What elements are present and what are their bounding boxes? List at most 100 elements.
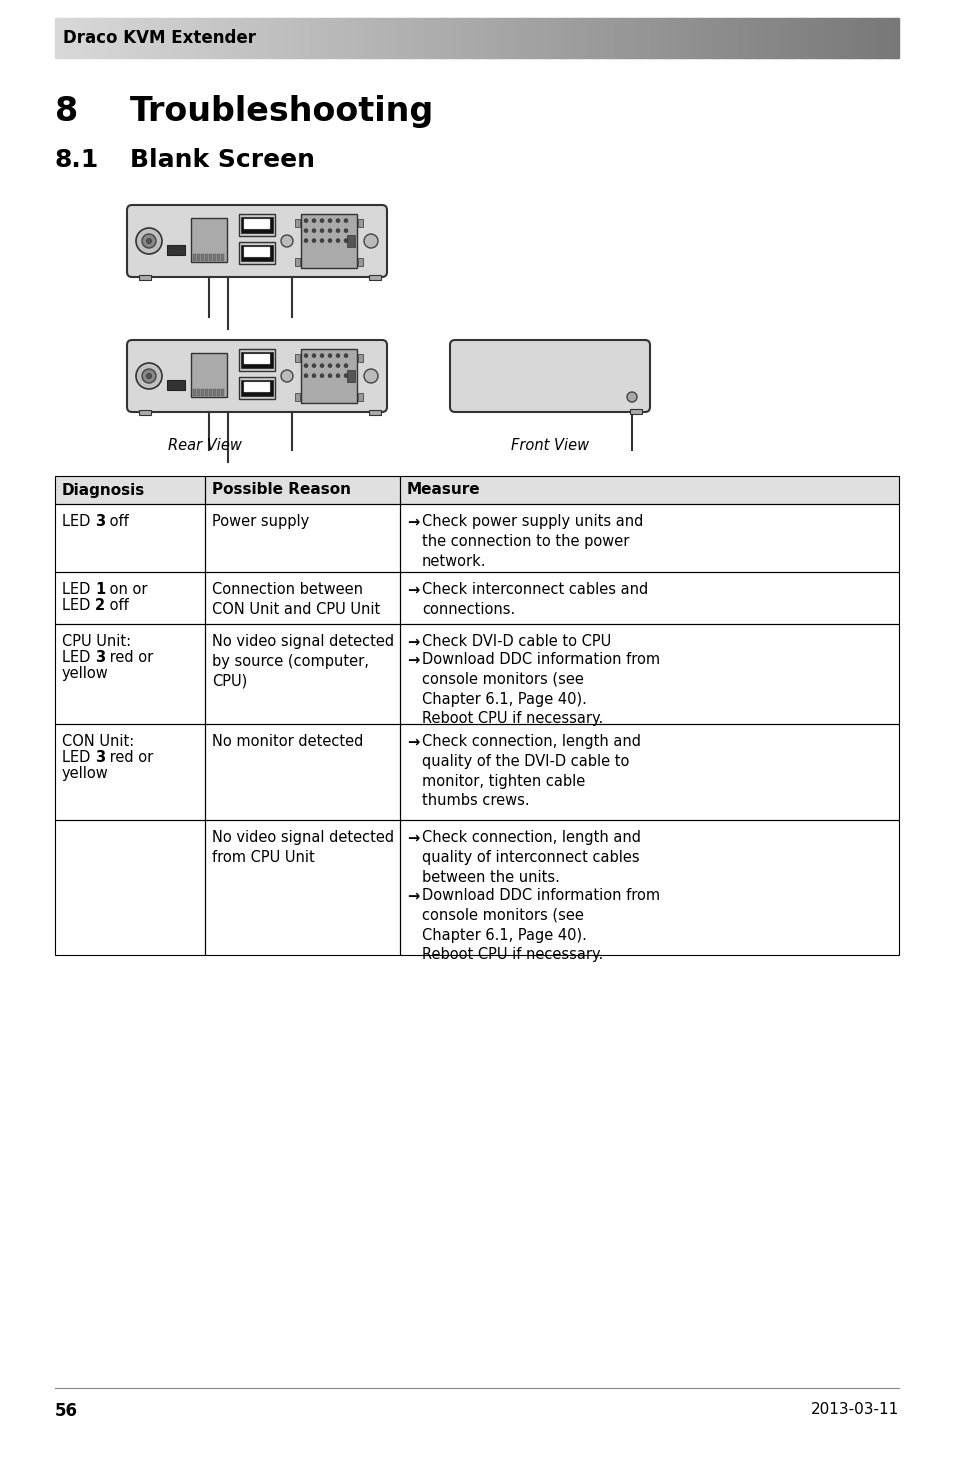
Bar — [681, 18, 685, 58]
Text: Connection between
CON Unit and CPU Unit: Connection between CON Unit and CPU Unit — [212, 583, 380, 617]
Bar — [336, 18, 339, 58]
Bar — [634, 18, 638, 58]
Bar — [645, 18, 648, 58]
Circle shape — [319, 229, 324, 233]
Bar — [314, 18, 316, 58]
Bar — [415, 18, 418, 58]
Bar — [55, 624, 205, 724]
Bar — [294, 218, 299, 227]
Text: LED: LED — [62, 583, 95, 597]
Bar — [772, 18, 775, 58]
Bar — [301, 214, 356, 268]
Bar — [260, 18, 263, 58]
Text: 2013-03-11: 2013-03-11 — [810, 1403, 898, 1417]
Circle shape — [312, 229, 315, 233]
Bar — [766, 18, 769, 58]
Bar — [83, 18, 87, 58]
Bar — [516, 18, 519, 58]
Bar — [216, 389, 220, 395]
Text: 3: 3 — [95, 749, 105, 766]
Bar — [459, 18, 463, 58]
Bar — [213, 254, 215, 261]
Circle shape — [328, 229, 332, 233]
Text: 2: 2 — [95, 597, 105, 614]
Bar — [740, 18, 744, 58]
Bar — [175, 18, 179, 58]
Bar — [369, 410, 380, 414]
Text: Possible Reason: Possible Reason — [212, 482, 351, 497]
Bar — [397, 18, 401, 58]
Bar — [479, 18, 482, 58]
Bar — [690, 18, 694, 58]
Circle shape — [312, 373, 315, 378]
Text: on or: on or — [105, 583, 148, 597]
Bar — [494, 18, 497, 58]
Bar — [209, 254, 212, 261]
Bar — [844, 18, 848, 58]
Bar — [497, 18, 499, 58]
Bar — [328, 18, 331, 58]
Text: Draco KVM Extender: Draco KVM Extender — [63, 30, 255, 47]
Bar — [432, 18, 435, 58]
Bar — [280, 18, 283, 58]
Bar — [560, 18, 564, 58]
Bar — [167, 245, 185, 255]
Bar — [296, 18, 300, 58]
Bar — [294, 18, 297, 58]
Bar — [399, 820, 898, 954]
Bar — [556, 18, 558, 58]
Bar — [205, 389, 208, 395]
Bar — [609, 18, 612, 58]
Bar — [800, 18, 803, 58]
Bar — [384, 18, 387, 58]
Bar — [423, 18, 426, 58]
Bar — [244, 382, 270, 392]
Bar — [237, 18, 241, 58]
Bar — [778, 18, 781, 58]
Text: 1: 1 — [95, 583, 105, 597]
Bar — [558, 18, 561, 58]
Bar — [305, 18, 309, 58]
Bar — [133, 18, 137, 58]
Bar — [820, 18, 822, 58]
Circle shape — [344, 354, 348, 357]
Circle shape — [312, 218, 315, 223]
Bar — [347, 370, 355, 382]
Bar — [145, 18, 148, 58]
Circle shape — [319, 218, 324, 223]
Circle shape — [142, 369, 156, 384]
Circle shape — [319, 364, 324, 367]
Bar — [476, 18, 479, 58]
Text: →: → — [407, 513, 418, 530]
Bar — [168, 18, 171, 58]
Bar — [361, 18, 365, 58]
Text: LED: LED — [62, 749, 95, 766]
Bar — [879, 18, 882, 58]
Text: Check connection, length and
quality of interconnect cables
between the units.: Check connection, length and quality of … — [421, 830, 640, 885]
Bar — [193, 254, 195, 261]
Circle shape — [328, 218, 332, 223]
Bar — [474, 18, 477, 58]
Circle shape — [335, 354, 339, 357]
Circle shape — [328, 354, 332, 357]
Bar — [693, 18, 697, 58]
Bar — [232, 18, 235, 58]
Text: Blank Screen: Blank Screen — [130, 148, 314, 173]
Bar — [272, 18, 274, 58]
FancyBboxPatch shape — [450, 341, 649, 412]
Bar — [814, 18, 817, 58]
Bar — [294, 394, 299, 401]
Bar — [252, 18, 255, 58]
Bar — [393, 18, 395, 58]
Bar — [285, 18, 289, 58]
Bar — [808, 18, 811, 58]
Bar — [195, 18, 199, 58]
Bar — [648, 18, 651, 58]
Bar — [603, 18, 606, 58]
Bar — [670, 18, 674, 58]
Bar — [347, 18, 351, 58]
Bar — [204, 18, 207, 58]
Bar — [409, 18, 413, 58]
Bar — [828, 18, 831, 58]
Bar — [589, 18, 592, 58]
